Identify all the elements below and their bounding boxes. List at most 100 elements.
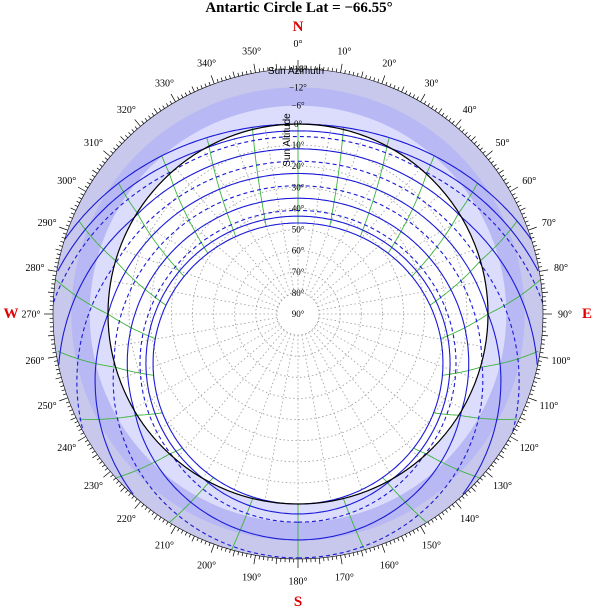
azimuth-label-310: 310° xyxy=(84,138,103,149)
azimuth-label-320: 320° xyxy=(117,105,136,116)
azimuth-tick-309 xyxy=(104,157,108,161)
azimuth-tick-67 xyxy=(523,216,527,219)
horizon-line xyxy=(107,123,489,505)
azimuth-tick-40 xyxy=(455,119,462,127)
azimuth-tick-170 xyxy=(340,555,343,565)
azimuth-tick-78 xyxy=(537,261,542,264)
azimuth-tick-301 xyxy=(84,185,89,189)
altitude-label-20: 20° xyxy=(292,161,305,171)
azimuth-spoke-240 xyxy=(133,324,280,410)
azimuth-tick-292 xyxy=(67,220,71,223)
azimuth-tick-145 xyxy=(438,514,443,520)
azimuth-tick-279 xyxy=(52,274,57,277)
azimuth-tick-85 xyxy=(542,291,549,293)
azimuth-spoke-30 xyxy=(308,149,394,296)
azimuth-spoke-140 xyxy=(311,329,421,460)
azimuth-tick-351 xyxy=(258,68,261,73)
azimuth-label-50: 50° xyxy=(496,138,510,149)
azimuth-tick-316 xyxy=(125,135,129,139)
azimuth-tick-297 xyxy=(76,200,80,204)
azimuth-tick-116 xyxy=(518,421,522,424)
azimuth-tick-109 xyxy=(529,393,534,396)
azimuth-tick-43 xyxy=(464,132,468,136)
azimuth-tick-235 xyxy=(92,454,98,459)
azimuth-tick-36 xyxy=(441,112,445,116)
azimuth-tick-248 xyxy=(67,405,71,408)
azimuth-tick-164 xyxy=(365,549,367,553)
azimuth-tick-37 xyxy=(445,115,448,119)
azimuth-tick-151 xyxy=(416,528,419,532)
azimuth-tick-19 xyxy=(377,78,380,83)
azimuth-tick-153 xyxy=(408,532,412,536)
azimuth-tick-167 xyxy=(352,552,355,557)
azimuth-tick-121 xyxy=(507,439,512,443)
azimuth-tick-142 xyxy=(448,506,452,511)
azimuth-tick-158 xyxy=(389,541,392,545)
azimuth-tick-126 xyxy=(496,457,500,461)
azimuth-tick-349 xyxy=(250,69,252,74)
azimuth-label-260: 260° xyxy=(26,356,45,367)
azimuth-spoke-220 xyxy=(175,329,285,460)
azimuth-tick-334 xyxy=(188,90,191,94)
azimuth-tick-281 xyxy=(53,266,58,268)
azimuth-tick-240 xyxy=(77,436,86,442)
azimuth-tick-69 xyxy=(526,224,531,227)
azimuth-label-160: 160° xyxy=(380,560,399,571)
azimuth-tick-39 xyxy=(451,120,455,124)
azimuth-tick-59 xyxy=(507,185,512,189)
azimuth-label-60: 60° xyxy=(522,176,536,187)
azimuth-tick-237 xyxy=(89,447,93,450)
azimuth-tick-346 xyxy=(237,72,240,77)
declination-curve-5 xyxy=(57,130,539,272)
azimuth-tick-135 xyxy=(470,486,476,492)
azimuth-tick-244 xyxy=(74,421,78,424)
azimuth-tick-123 xyxy=(503,447,507,450)
azimuth-tick-204 xyxy=(196,537,199,542)
azimuth-tick-119 xyxy=(512,432,516,435)
azimuth-tick-66 xyxy=(521,212,526,215)
azimuth-tick-104 xyxy=(535,372,540,375)
azimuth-tick-157 xyxy=(393,539,396,543)
azimuth-tick-77 xyxy=(536,257,541,260)
azimuth-tick-41 xyxy=(458,126,462,130)
azimuth-tick-115 xyxy=(519,417,526,421)
azimuth-tick-335 xyxy=(191,86,195,93)
azimuth-tick-192 xyxy=(245,553,248,558)
azimuth-tick-225 xyxy=(120,486,126,492)
azimuth-tick-12 xyxy=(348,70,351,75)
azimuth-tick-302 xyxy=(87,182,91,185)
azimuth-tick-298 xyxy=(78,197,82,200)
azimuth-tick-229 xyxy=(110,474,114,478)
azimuth-tick-80 xyxy=(539,269,549,272)
declination-curve-3 xyxy=(94,172,502,495)
azimuth-tick-261 xyxy=(52,351,57,354)
azimuth-tick-355 xyxy=(275,63,277,70)
azimuth-label-280: 280° xyxy=(26,263,45,274)
azimuth-tick-46 xyxy=(473,141,477,145)
azimuth-spoke-260 xyxy=(110,317,278,348)
azimuth-label-0: 0° xyxy=(294,39,303,50)
azimuth-tick-344 xyxy=(229,75,231,79)
azimuth-tick-15 xyxy=(361,71,364,78)
azimuth-label-180: 180° xyxy=(289,577,308,588)
azimuth-tick-139 xyxy=(458,498,462,502)
altitude-label--18: −18° xyxy=(289,64,307,74)
azimuth-tick-26 xyxy=(405,90,408,94)
azimuth-tick-327 xyxy=(162,105,165,109)
azimuth-tick-129 xyxy=(488,467,492,471)
compass-north: N xyxy=(293,19,304,35)
azimuth-label-350: 350° xyxy=(242,47,261,58)
azimuth-spoke-60 xyxy=(316,218,463,304)
azimuth-tick-210 xyxy=(170,526,176,535)
azimuth-tick-220 xyxy=(134,501,141,509)
azimuth-tick-257 xyxy=(55,368,60,371)
azimuth-tick-247 xyxy=(69,409,73,412)
azimuth-tick-312 xyxy=(113,147,117,151)
azimuth-tick-45 xyxy=(470,136,476,142)
azimuth-tick-246 xyxy=(70,413,75,416)
azimuth-tick-76 xyxy=(535,253,540,256)
azimuth-tick-296 xyxy=(74,204,78,207)
azimuth-tick-196 xyxy=(229,549,231,553)
azimuth-tick-233 xyxy=(99,461,103,464)
